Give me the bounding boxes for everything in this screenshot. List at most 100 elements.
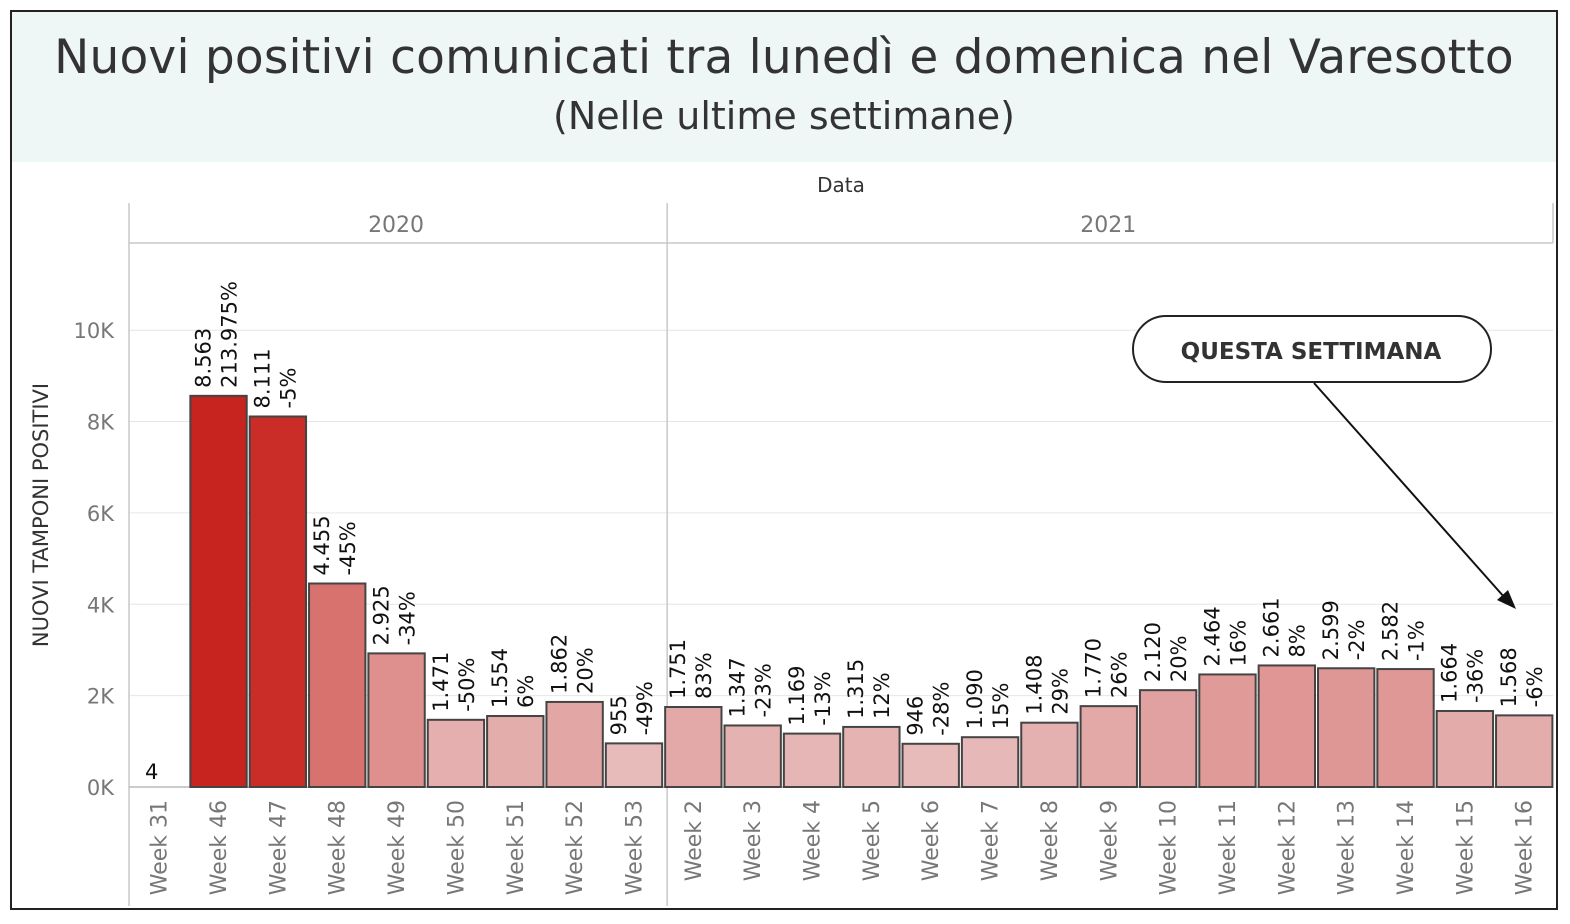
data-label-value: 1.315 (844, 659, 868, 719)
data-label-pct: -13% (811, 671, 835, 725)
data-label-value: 1.664 (1438, 643, 1462, 703)
bar (1079, 705, 1138, 789)
data-label-value: 4 (145, 760, 158, 784)
data-label-value: 1.090 (963, 669, 987, 729)
data-label-pct: 15% (989, 683, 1013, 730)
x-tick-label: Week 31 (148, 800, 173, 895)
x-tick-label: Week 12 (1275, 800, 1300, 895)
data-label-pct: 83% (692, 652, 716, 699)
y-tick-label: 4K (87, 593, 115, 617)
annotation-text: QUESTA SETTIMANA (1181, 339, 1442, 365)
data-label-pct: -1% (1404, 620, 1428, 661)
bar (426, 718, 486, 789)
annotation-arrowhead (1497, 590, 1516, 609)
data-label-value: 2.661 (1260, 597, 1284, 657)
column-header-title: Data (817, 173, 865, 197)
y-tick-label: 6K (87, 502, 115, 526)
data-label-pct: 20% (573, 647, 597, 694)
data-label-value: 8.111 (251, 348, 275, 408)
data-label-pct: -2% (1345, 619, 1369, 660)
bar (1257, 664, 1317, 788)
data-label-pct: -49% (633, 681, 657, 735)
bar (367, 652, 426, 788)
data-label-value: 1.347 (726, 657, 750, 717)
data-label-value: 1.471 (429, 652, 453, 712)
x-tick-label: Week 3 (741, 800, 766, 881)
data-label-pct: -5% (277, 368, 301, 409)
annotation-box (1132, 315, 1492, 383)
data-label-value: 1.862 (547, 634, 571, 694)
chart-title: Nuovi positivi comunicati tra lunedì e d… (54, 30, 1514, 85)
data-label-pct: 12% (870, 672, 894, 719)
data-label-pct: 8% (1286, 624, 1310, 657)
bar (842, 725, 901, 788)
bar (1198, 673, 1257, 788)
x-tick-label: Week 15 (1453, 800, 1478, 895)
x-tick-label: Week 47 (266, 800, 291, 895)
x-tick-label: Week 6 (919, 800, 944, 881)
data-label-value: 2.599 (1319, 600, 1343, 660)
x-tick-label: Week 16 (1513, 800, 1538, 895)
y-tick-label: 10K (74, 319, 116, 343)
data-label-pct: -28% (930, 682, 954, 736)
data-label-value: 1.408 (1022, 655, 1046, 715)
x-tick-label: Week 5 (860, 800, 885, 881)
bar (1020, 721, 1079, 788)
x-tick-label: Week 2 (682, 800, 707, 881)
x-tick-label: Week 7 (979, 800, 1004, 881)
bar (248, 415, 308, 788)
data-label-pct: -23% (752, 663, 776, 717)
data-label-value: 8.563 (191, 328, 215, 388)
bar (901, 742, 960, 789)
data-label-value: 1.568 (1497, 647, 1521, 707)
chart-subtitle: (Nelle ultime settimane) (553, 94, 1015, 138)
data-label-pct: 6% (514, 675, 538, 708)
data-label-value: 1.554 (488, 648, 512, 708)
data-label-value: 4.455 (310, 515, 334, 575)
data-label-value: 946 (904, 696, 928, 736)
year-header-2021: 2021 (1080, 213, 1136, 238)
bar (960, 736, 1020, 788)
x-tick-label: Week 10 (1157, 800, 1182, 895)
annotation-pointer (1313, 382, 1506, 599)
x-tick-label: Week 52 (563, 800, 588, 895)
x-tick-label: Week 14 (1394, 800, 1419, 895)
data-label-value: 1.169 (785, 665, 809, 725)
chart-header: Nuovi positivi comunicati tra lunedì e d… (12, 12, 1556, 162)
bar (1376, 668, 1435, 789)
x-tick-label: Week 11 (1216, 800, 1241, 895)
data-label-pct: -6% (1523, 666, 1547, 707)
data-label-value: 1.751 (666, 639, 690, 699)
data-label-pct: 20% (1167, 635, 1191, 682)
y-tick-label: 0K (87, 776, 115, 800)
bar (1317, 667, 1376, 789)
x-tick-label: Week 50 (444, 800, 469, 895)
y-tick-label: 2K (87, 685, 115, 709)
data-label-pct: -45% (336, 521, 360, 575)
data-label-value: 2.120 (1141, 622, 1165, 682)
x-tick-label: Week 8 (1038, 800, 1063, 881)
bar (782, 732, 842, 789)
bar (486, 715, 545, 789)
bar (1495, 714, 1554, 789)
bar (189, 394, 248, 788)
x-tick-label: Week 9 (1097, 800, 1122, 881)
data-label-pct: -34% (395, 591, 419, 645)
bar (545, 700, 604, 789)
data-label-pct: -36% (1464, 649, 1488, 703)
bar (664, 706, 723, 789)
x-tick-label: Week 48 (326, 800, 351, 895)
x-tick-label: Week 46 (207, 800, 232, 895)
x-tick-label: Week 4 (801, 800, 826, 881)
data-label-value: 1.770 (1082, 638, 1106, 698)
x-tick-label: Week 49 (385, 800, 410, 895)
bar (604, 742, 664, 789)
bar (1435, 709, 1495, 788)
y-tick-label: 8K (87, 411, 115, 435)
bar (1138, 689, 1198, 788)
data-label-value: 2.582 (1378, 601, 1402, 661)
x-tick-label: Week 13 (1335, 800, 1360, 895)
bar (308, 582, 367, 788)
data-label-pct: 29% (1048, 668, 1072, 715)
